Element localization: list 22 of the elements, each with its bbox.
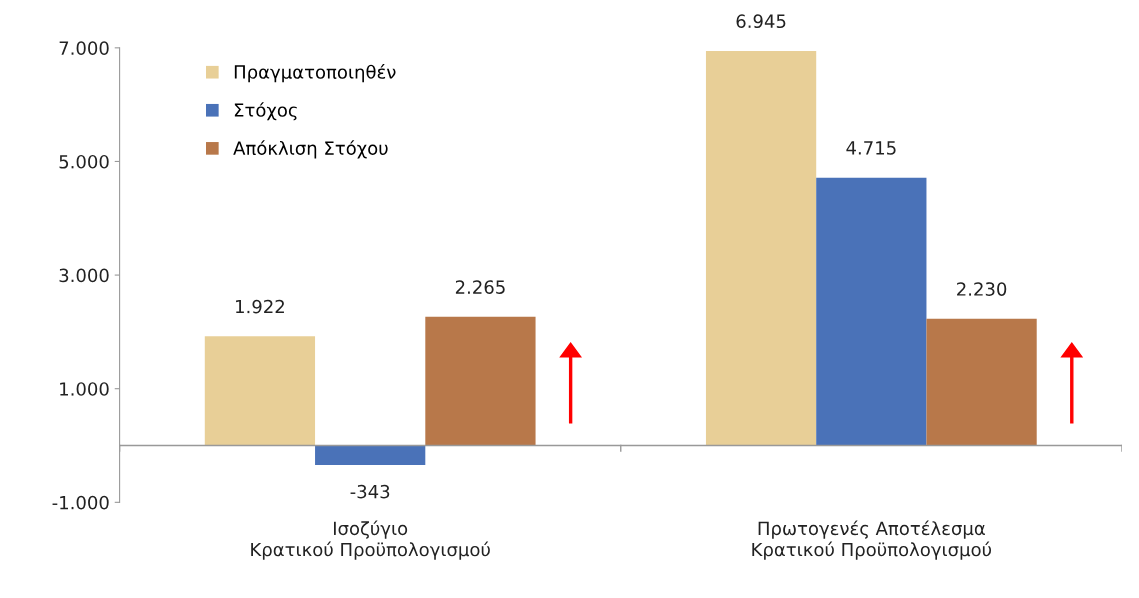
bar [705,50,817,446]
bar [926,318,1037,446]
data-label: 6.945 [736,14,786,29]
data-label: 1.922 [236,299,284,314]
y-tick-label: 3.000 [59,268,109,283]
legend-label: Πραγματοποιηθέν [234,64,396,83]
data-label: 2.230 [957,282,1007,296]
data-label: 2.265 [455,280,505,294]
y-tick-label: 5.000 [59,154,109,169]
legend-label: Στόχος [234,102,297,121]
bar [816,177,927,446]
data-label: -343 [350,484,390,499]
bar [204,336,316,446]
y-tick-label: 7.000 [59,41,109,55]
data-label: 4.715 [846,141,896,155]
legend-label: Απόκλιση Στόχου [233,140,388,159]
bar [315,445,426,465]
x-tick-label: Ισοζύγιο Κρατικού Προϋπολογισμού [251,520,490,560]
bar [425,316,536,446]
y-tick-label: -1.000 [52,495,109,510]
x-tick-label: Πρωτογενές Αποτέλεσμα Κρατικού Προϋπολογισμού [752,520,992,560]
y-tick-label: 1.000 [60,382,109,396]
